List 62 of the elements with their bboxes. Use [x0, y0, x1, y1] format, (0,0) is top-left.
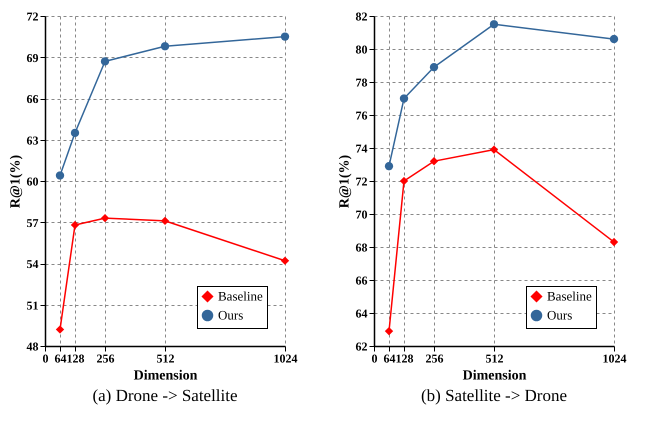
y-tick-label: 78 [356, 76, 368, 90]
y-axis-title: R@1(%) [8, 154, 24, 208]
point [384, 162, 394, 170]
y-tick-label: 57 [26, 216, 38, 230]
point [610, 34, 618, 44]
text: (b) Satellite -> Drone [420, 386, 568, 405]
y-tick-label: 82 [356, 10, 368, 24]
y-tick-label: 80 [356, 42, 368, 56]
y-tick-label: 68 [356, 240, 368, 254]
point [56, 325, 64, 334]
point [160, 42, 170, 50]
point [100, 57, 110, 66]
point [490, 145, 498, 154]
point [384, 326, 394, 336]
y-tick-label: 51 [26, 298, 38, 312]
point [400, 94, 408, 103]
text: (a) Drone -> Satellite [92, 386, 238, 405]
x-tick-label: 512 [156, 352, 174, 366]
x-tick-label: 0 [42, 352, 48, 366]
point [280, 256, 290, 265]
x-tick-label: 0 [372, 352, 378, 366]
x-axis-title: Dimension [462, 368, 527, 384]
x-tick-label: 1024 [274, 352, 298, 366]
x-tick-label: 512 [486, 352, 504, 366]
x-tick-label: 256 [96, 352, 114, 366]
y-tick-label: 63 [26, 133, 38, 148]
y-axis-title: R@1(%) [338, 154, 352, 208]
legend-label: Baseline [547, 288, 592, 304]
y-tick-label: 69 [26, 50, 38, 65]
legend-label: Ours [547, 308, 572, 322]
point [280, 32, 290, 41]
legend-label: Baseline [218, 288, 263, 304]
y-tick-label: 64 [356, 306, 368, 320]
y-tick-label: 60 [26, 174, 38, 188]
point [160, 216, 170, 226]
y-tick-label: 48 [26, 340, 38, 354]
x-tick-label: 1024 [602, 352, 626, 366]
y-tick-label: 70 [356, 208, 368, 222]
y-tick-label: 74 [356, 142, 368, 156]
point [430, 62, 438, 72]
y-tick-label: 72 [26, 10, 38, 24]
y-tick-label: 76 [356, 108, 368, 122]
x-tick-label: 256 [426, 352, 444, 366]
point [430, 157, 438, 166]
point [400, 176, 408, 186]
x-axis-title: Dimension [134, 368, 198, 384]
y-tick-label: 66 [26, 92, 38, 106]
x-tick-label: 64 [384, 352, 396, 366]
point [490, 20, 498, 28]
point [100, 214, 110, 222]
legend-label: Ours [218, 308, 244, 322]
point [70, 128, 80, 138]
y-tick-label: 54 [26, 257, 38, 271]
x-tick-label: 128 [66, 352, 84, 366]
point [56, 171, 64, 180]
point [610, 238, 618, 246]
y-tick-label: 66 [356, 274, 368, 288]
x-tick-label: 64 [54, 352, 66, 366]
y-tick-label: 62 [356, 340, 368, 354]
y-tick-label: 72 [356, 174, 368, 188]
x-tick-label: 128 [396, 352, 414, 366]
point [70, 220, 80, 230]
